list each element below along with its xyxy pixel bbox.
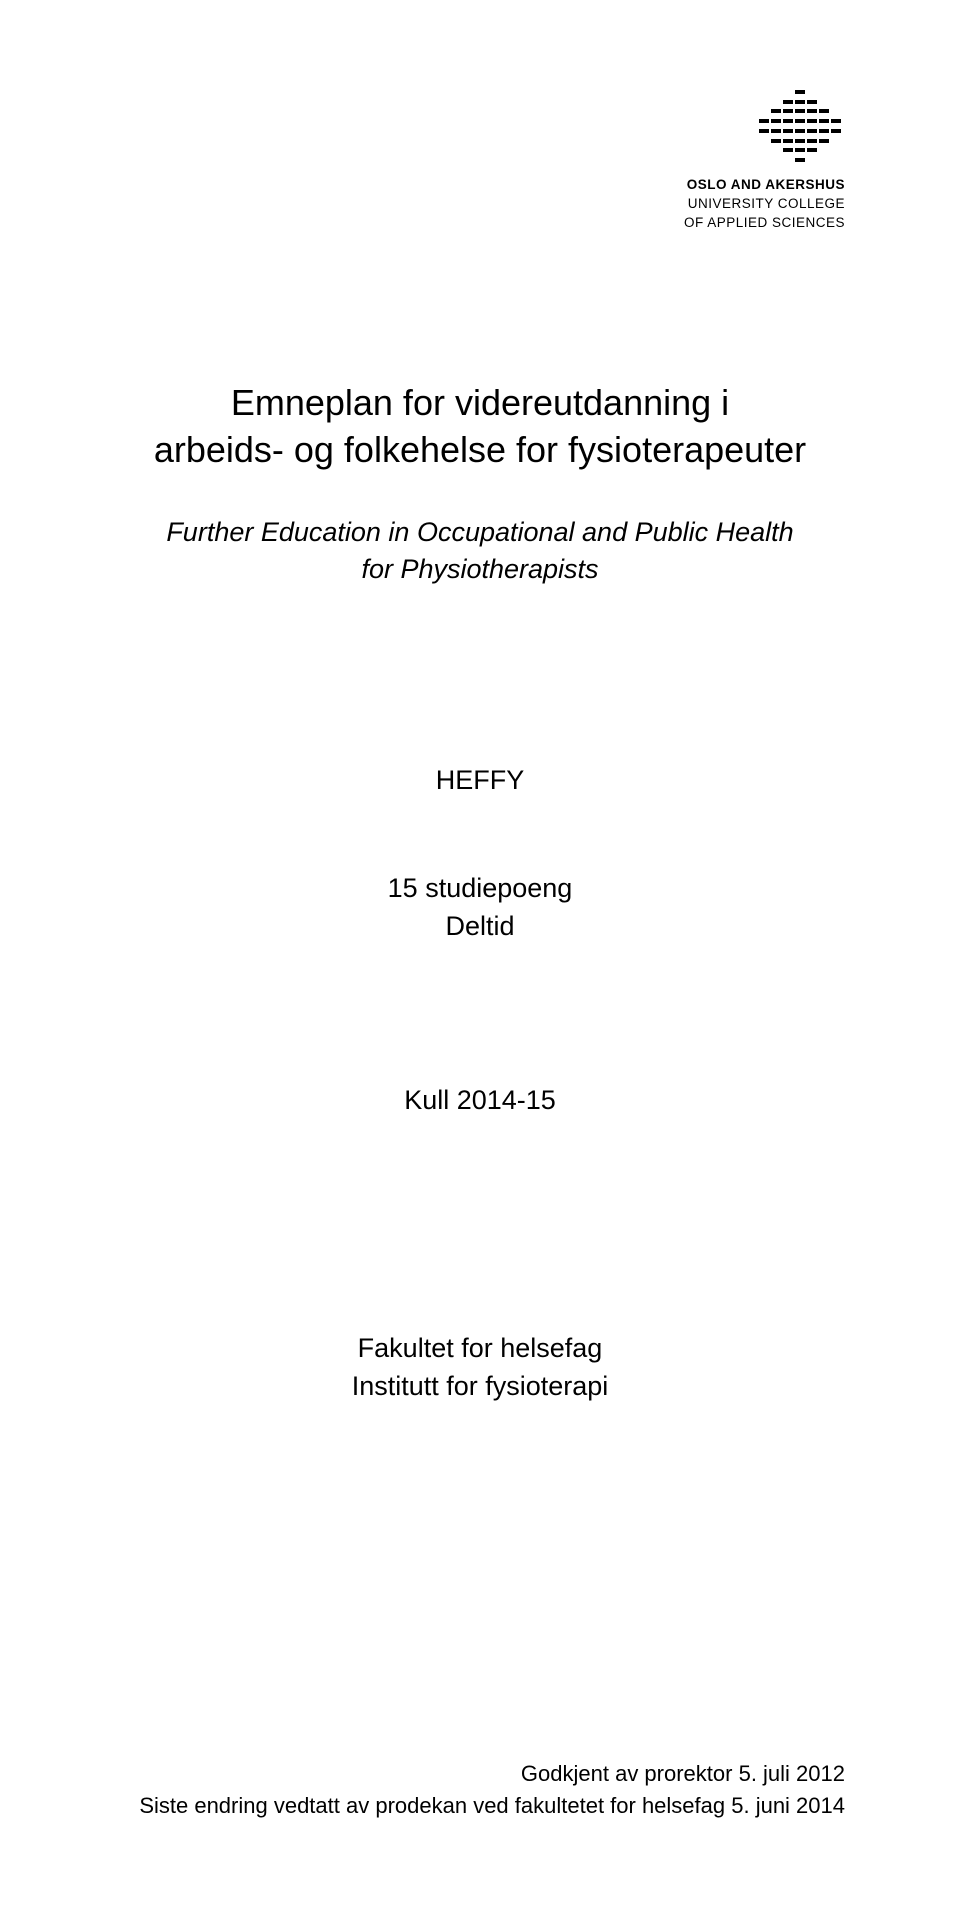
course-code-block: HEFFY [0,765,960,796]
title-main-line1: Emneplan for videreutdanning i [120,380,840,427]
faculty-block: Fakultet for helsefag Institutt for fysi… [0,1330,960,1406]
faculty-name: Fakultet for helsefag [0,1330,960,1368]
logo-text-line2: UNIVERSITY COLLEGE [645,195,845,214]
approval-line1: Godkjent av prorektor 5. juli 2012 [139,1758,845,1790]
logo-text-line1: OSLO AND AKERSHUS [645,176,845,195]
institution-logo: OSLO AND AKERSHUS UNIVERSITY COLLEGE OF … [645,90,845,233]
logo-text: OSLO AND AKERSHUS UNIVERSITY COLLEGE OF … [645,176,845,233]
title-main-line2: arbeids- og folkehelse for fysioterapeut… [120,427,840,474]
institute-name: Institutt for fysioterapi [0,1368,960,1406]
approval-block: Godkjent av prorektor 5. juli 2012 Siste… [139,1758,845,1822]
title-block: Emneplan for videreutdanning i arbeids- … [0,380,960,589]
cohort-text: Kull 2014-15 [0,1085,960,1116]
approval-line2: Siste endring vedtatt av prodekan ved fa… [139,1790,845,1822]
course-code: HEFFY [0,765,960,796]
logo-graphic-icon [755,90,845,162]
credits-block: 15 studiepoeng Deltid [0,870,960,946]
cohort-block: Kull 2014-15 [0,1085,960,1116]
subtitle-line1: Further Education in Occupational and Pu… [120,514,840,552]
study-mode: Deltid [0,908,960,946]
subtitle-line2: for Physiotherapists [120,551,840,589]
credits-text: 15 studiepoeng [0,870,960,908]
logo-text-line3: OF APPLIED SCIENCES [645,214,845,233]
